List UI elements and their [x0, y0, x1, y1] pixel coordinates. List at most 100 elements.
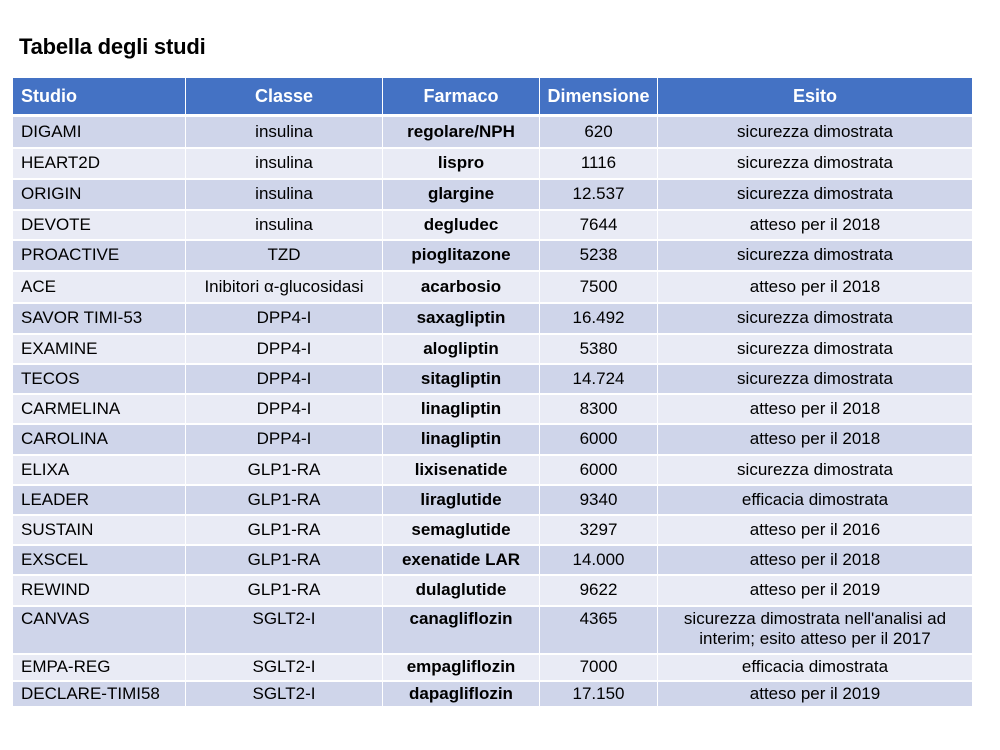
- cell-dimensione: 7500: [539, 270, 658, 304]
- header-studio: Studio: [12, 76, 186, 117]
- table-row: LEADER GLP1-RA liraglutide 9340 efficacia di…: [12, 484, 973, 516]
- cell-farmaco: regolare/NPH: [382, 115, 540, 149]
- cell-classe: SGLT2-I: [185, 605, 383, 655]
- cell-classe: insulina: [185, 209, 383, 241]
- cell-farmaco: glargine: [382, 178, 540, 211]
- cell-esito: atteso per il 2018: [657, 544, 973, 576]
- cell-dimensione: 620: [539, 115, 658, 149]
- cell-farmaco: pioglitazone: [382, 239, 540, 272]
- cell-studio: REWIND: [12, 574, 186, 607]
- cell-classe: GLP1-RA: [185, 454, 383, 486]
- table-row: EMPA-REG SGLT2-I empagliflozin 7000 efficaci…: [12, 653, 973, 682]
- cell-studio: EXAMINE: [12, 333, 186, 365]
- cell-dimensione: 7644: [539, 209, 658, 241]
- cell-dimensione: 4365: [539, 605, 658, 655]
- cell-dimensione: 7000: [539, 653, 658, 682]
- table-row: SUSTAIN GLP1-RA semaglutide 3297 atteso per …: [12, 514, 973, 546]
- cell-esito: atteso per il 2019: [657, 574, 973, 607]
- header-esito: Esito: [657, 76, 973, 117]
- cell-classe: DPP4-I: [185, 333, 383, 365]
- table-row: HEART2D insulina lispro 1116 sicurezza dimos…: [12, 147, 973, 180]
- cell-farmaco: lixisenatide: [382, 454, 540, 486]
- cell-esito: efficacia dimostrata: [657, 484, 973, 516]
- cell-classe: SGLT2-I: [185, 653, 383, 682]
- cell-studio: LEADER: [12, 484, 186, 516]
- cell-esito: atteso per il 2018: [657, 393, 973, 425]
- cell-classe: GLP1-RA: [185, 544, 383, 576]
- cell-studio: CARMELINA: [12, 393, 186, 425]
- cell-studio: HEART2D: [12, 147, 186, 180]
- cell-studio: CAROLINA: [12, 423, 186, 456]
- table-row: CANVAS SGLT2-I canagliflozin 4365 sicurezza …: [12, 605, 973, 655]
- table-row: ORIGIN insulina glargine 12.537 sicurezza di…: [12, 178, 973, 211]
- cell-dimensione: 12.537: [539, 178, 658, 211]
- cell-farmaco: dapagliflozin: [382, 680, 540, 708]
- cell-classe: DPP4-I: [185, 363, 383, 395]
- cell-classe: DPP4-I: [185, 302, 383, 335]
- cell-classe: SGLT2-I: [185, 680, 383, 708]
- table-row: ELIXA GLP1-RA lixisenatide 6000 sicurezza di…: [12, 454, 973, 486]
- cell-dimensione: 6000: [539, 423, 658, 456]
- cell-dimensione: 9622: [539, 574, 658, 607]
- cell-classe: GLP1-RA: [185, 514, 383, 546]
- cell-esito: efficacia dimostrata: [657, 653, 973, 682]
- cell-studio: DEVOTE: [12, 209, 186, 241]
- cell-dimensione: 8300: [539, 393, 658, 425]
- cell-classe: TZD: [185, 239, 383, 272]
- cell-farmaco: degludec: [382, 209, 540, 241]
- studies-table: Studio Classe Farmaco Dimensione Esito D…: [12, 76, 973, 708]
- table-row: CARMELINA DPP4-I linagliptin 8300 atteso per…: [12, 393, 973, 425]
- cell-studio: ACE: [12, 270, 186, 304]
- cell-studio: DECLARE-TIMI58: [12, 680, 186, 708]
- cell-studio: EMPA-REG: [12, 653, 186, 682]
- cell-classe: GLP1-RA: [185, 574, 383, 607]
- cell-esito: sicurezza dimostrata: [657, 147, 973, 180]
- table-row: DEVOTE insulina degludec 7644 atteso per il …: [12, 209, 973, 241]
- cell-esito: atteso per il 2018: [657, 423, 973, 456]
- table-row: EXSCEL GLP1-RA exenatide LAR 14.000 atteso p…: [12, 544, 973, 576]
- table-row: DECLARE-TIMI58 SGLT2-I dapagliflozin 17.150…: [12, 680, 973, 708]
- cell-classe: Inibitori α-glucosidasi: [185, 270, 383, 304]
- table-row: CAROLINA DPP4-I linagliptin 6000 atteso per …: [12, 423, 973, 456]
- cell-dimensione: 5380: [539, 333, 658, 365]
- cell-classe: DPP4-I: [185, 393, 383, 425]
- cell-dimensione: 17.150: [539, 680, 658, 708]
- cell-studio: TECOS: [12, 363, 186, 395]
- table-header-row: Studio Classe Farmaco Dimensione Esito: [12, 76, 973, 117]
- cell-farmaco: exenatide LAR: [382, 544, 540, 576]
- cell-classe: GLP1-RA: [185, 484, 383, 516]
- table-body: DIGAMI insulina regolare/NPH 620 sicurezza d…: [12, 115, 973, 708]
- cell-studio: DIGAMI: [12, 115, 186, 149]
- table-row: DIGAMI insulina regolare/NPH 620 sicurezza d…: [12, 115, 973, 149]
- cell-studio: ORIGIN: [12, 178, 186, 211]
- cell-dimensione: 1116: [539, 147, 658, 180]
- cell-esito: atteso per il 2019: [657, 680, 973, 708]
- cell-farmaco: liraglutide: [382, 484, 540, 516]
- cell-farmaco: canagliflozin: [382, 605, 540, 655]
- cell-esito: atteso per il 2018: [657, 209, 973, 241]
- table-row: REWIND GLP1-RA dulaglutide 9622 atteso per i…: [12, 574, 973, 607]
- cell-farmaco: semaglutide: [382, 514, 540, 546]
- header-classe: Classe: [185, 76, 383, 117]
- page-title: Tabella degli studi: [19, 34, 206, 59]
- cell-farmaco: acarbosio: [382, 270, 540, 304]
- cell-farmaco: lispro: [382, 147, 540, 180]
- cell-studio: SAVOR TIMI-53: [12, 302, 186, 335]
- cell-dimensione: 14.000: [539, 544, 658, 576]
- cell-farmaco: linagliptin: [382, 423, 540, 456]
- table-row: PROACTIVE TZD pioglitazone 5238 sicurezza di…: [12, 239, 973, 272]
- cell-dimensione: 3297: [539, 514, 658, 546]
- table-row: TECOS DPP4-I sitagliptin 14.724 sicurezza di…: [12, 363, 973, 395]
- cell-farmaco: empagliflozin: [382, 653, 540, 682]
- cell-esito: sicurezza dimostrata: [657, 239, 973, 272]
- cell-dimensione: 9340: [539, 484, 658, 516]
- cell-studio: CANVAS: [12, 605, 186, 655]
- cell-farmaco: sitagliptin: [382, 363, 540, 395]
- cell-classe: insulina: [185, 147, 383, 180]
- cell-esito: sicurezza dimostrata: [657, 363, 973, 395]
- header-dimensione: Dimensione: [539, 76, 658, 117]
- cell-esito: atteso per il 2016: [657, 514, 973, 546]
- cell-dimensione: 14.724: [539, 363, 658, 395]
- cell-studio: SUSTAIN: [12, 514, 186, 546]
- table-row: SAVOR TIMI-53 DPP4-I saxagliptin 16.492 sicu…: [12, 302, 973, 335]
